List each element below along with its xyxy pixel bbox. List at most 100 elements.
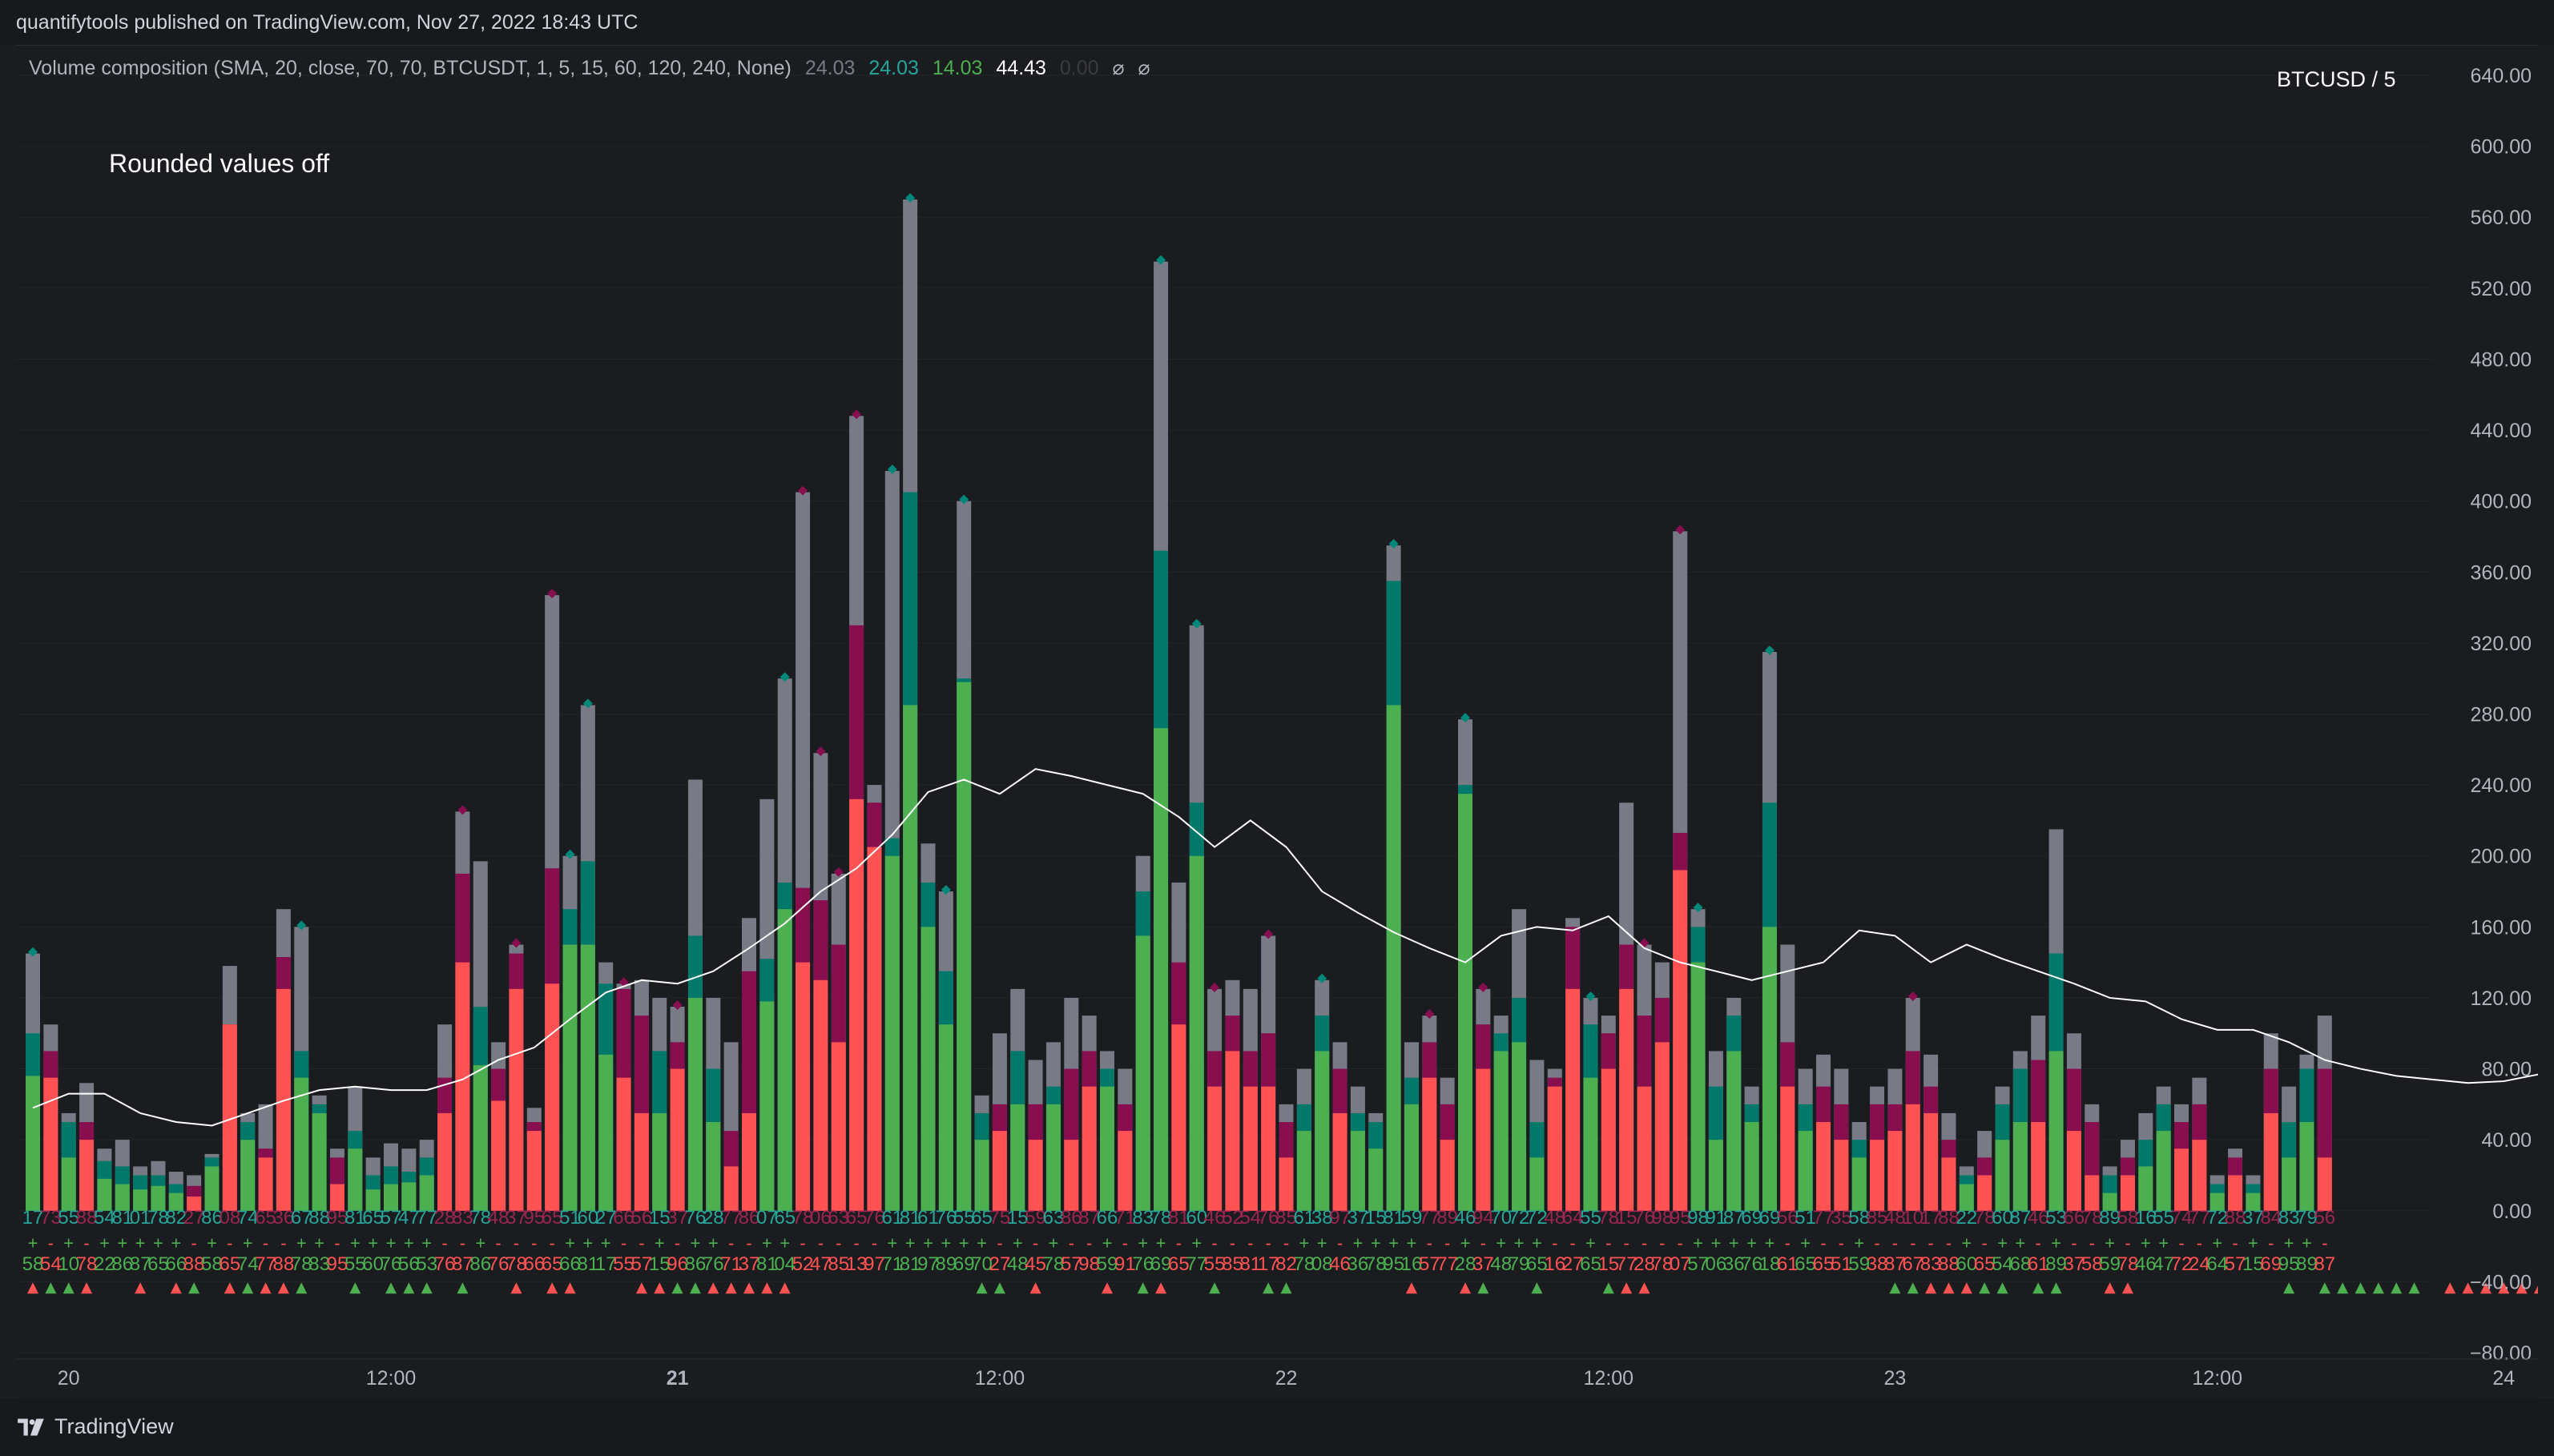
y-tick-label: 480.00 xyxy=(2471,348,2532,371)
row-value-top: 66 xyxy=(1097,1207,1118,1229)
row-value-bottom: 57 xyxy=(2225,1253,2246,1275)
row-value-top: 46 xyxy=(2028,1207,2049,1229)
row-sign: - xyxy=(1659,1233,1665,1253)
row-value-top: 78 xyxy=(147,1207,169,1229)
row-value-top: 27 xyxy=(183,1207,205,1229)
bar-peak-marker xyxy=(852,409,862,420)
bar-peak-marker xyxy=(511,938,522,948)
row-value-top: 95 xyxy=(327,1207,348,1229)
row-value-bottom: 54 xyxy=(40,1253,62,1275)
row-sign: + xyxy=(2158,1233,2169,1253)
bar-main-segment xyxy=(2299,1122,2314,1211)
bar-main-segment xyxy=(240,1140,256,1211)
volume-bar xyxy=(634,979,649,1211)
bar-main-segment xyxy=(1637,1086,1652,1211)
bar-main-segment xyxy=(742,1112,756,1211)
y-tick-label: 440.00 xyxy=(2471,420,2532,442)
bar-main-segment xyxy=(796,962,811,1211)
row-value-bottom: 54 xyxy=(1992,1253,2013,1275)
row-value-bottom: 76 xyxy=(434,1253,456,1275)
row-value-top: 65 xyxy=(255,1207,276,1229)
volume-bar xyxy=(1100,1051,1114,1211)
symbol-label[interactable]: BTCUSD / 5 xyxy=(2277,67,2396,91)
x-tick-label: 12:00 xyxy=(975,1367,1025,1390)
bar-main-segment xyxy=(706,1122,721,1211)
volume-bar xyxy=(1601,1016,1616,1211)
bar-main-segment xyxy=(562,944,578,1211)
signal-triangle xyxy=(725,1282,737,1294)
row-value-bottom: 57 xyxy=(1419,1253,1440,1275)
indicator-title[interactable]: Volume composition (SMA, 20, close, 70, … xyxy=(29,57,792,79)
row-sign: + xyxy=(1388,1233,1399,1253)
row-value-top: 83 xyxy=(2278,1207,2300,1229)
tradingview-logo[interactable]: TradingView xyxy=(16,1414,174,1439)
row-value-bottom: 89 xyxy=(935,1253,957,1275)
row-sign: + xyxy=(314,1233,324,1253)
bar-main-segment xyxy=(1798,1131,1813,1211)
row-sign: + xyxy=(28,1233,38,1253)
row-value-bottom: 28 xyxy=(1634,1253,1655,1275)
row-value-top: 67 xyxy=(291,1207,312,1229)
sma-layer xyxy=(32,768,2538,1127)
bar-main-segment xyxy=(670,1068,685,1211)
bar-main-segment xyxy=(258,1157,273,1211)
volume-bar xyxy=(1243,988,1258,1211)
row-value-top: 61 xyxy=(1293,1207,1315,1229)
row-value-top: 86 xyxy=(739,1207,760,1229)
row-value-bottom: 24 xyxy=(2189,1253,2210,1275)
volume-bar xyxy=(974,1095,989,1211)
y-tick-label: 200.00 xyxy=(2471,846,2532,868)
volume-bar xyxy=(2048,829,2064,1211)
signal-triangle xyxy=(1477,1282,1489,1294)
row-sign: - xyxy=(514,1233,519,1253)
bar-main-segment xyxy=(133,1189,148,1211)
row-sign: + xyxy=(296,1233,307,1253)
row-sign: + xyxy=(207,1233,217,1253)
row-sign: - xyxy=(1874,1233,1879,1253)
row-value-bottom: 55 xyxy=(344,1253,366,1275)
row-sign: - xyxy=(263,1233,268,1253)
row-sign: + xyxy=(905,1233,916,1253)
signal-triangle xyxy=(779,1282,791,1294)
volume-composition-chart[interactable]: 1758+7354-5510+8878-5422+8186+0187+7865+… xyxy=(16,46,2538,1399)
signal-triangle xyxy=(2121,1282,2133,1294)
signal-triangle xyxy=(349,1282,361,1294)
volume-bar xyxy=(2228,1148,2243,1211)
row-value-top: 55 xyxy=(1580,1207,1601,1229)
volume-bar xyxy=(168,1172,183,1211)
row-value-top: 35 xyxy=(1831,1207,1852,1229)
chart-panel[interactable]: 17 58 +73 54-55 10 +88 78-54 22 +81 86 +01 87 +78 65 +… xyxy=(16,45,2538,1399)
row-value-bottom: 16 xyxy=(1544,1253,1565,1275)
row-sign: - xyxy=(997,1233,1002,1253)
bar-main-segment xyxy=(1762,927,1777,1211)
signal-triangle xyxy=(277,1282,289,1294)
row-sign: + xyxy=(582,1233,593,1253)
volume-bar xyxy=(1476,982,1491,1211)
row-value-top: 15 xyxy=(1616,1207,1638,1229)
signal-triangle xyxy=(1460,1282,1471,1294)
row-sign: + xyxy=(421,1233,432,1253)
row-value-bottom: 83 xyxy=(308,1253,330,1275)
volume-bar xyxy=(401,1148,417,1211)
row-sign: + xyxy=(2212,1233,2222,1253)
bar-peak-marker xyxy=(565,849,575,859)
bar-main-segment xyxy=(759,1001,775,1211)
row-value-bottom: 60 xyxy=(1956,1253,1977,1275)
volume-bar xyxy=(509,938,524,1211)
bar-main-segment xyxy=(2174,1148,2189,1211)
volume-bar xyxy=(1207,982,1223,1211)
row-sign: - xyxy=(1569,1233,1575,1253)
bar-main-segment xyxy=(294,1077,309,1211)
bar-main-segment xyxy=(1887,1131,1903,1211)
row-value-top: 56 xyxy=(631,1207,653,1229)
row-value-top: 65 xyxy=(542,1207,563,1229)
row-value-bottom: 77 xyxy=(1616,1253,1638,1275)
row-sign: - xyxy=(728,1233,734,1253)
row-value-top: 53 xyxy=(2045,1207,2067,1229)
row-value-bottom: 37 xyxy=(739,1253,760,1275)
indicator-legend[interactable]: Volume composition (SMA, 20, close, 70, … xyxy=(29,56,1158,80)
bar-peak-marker xyxy=(833,867,844,877)
row-value-bottom: 77 xyxy=(1186,1253,1207,1275)
row-value-top: 76 xyxy=(685,1207,707,1229)
